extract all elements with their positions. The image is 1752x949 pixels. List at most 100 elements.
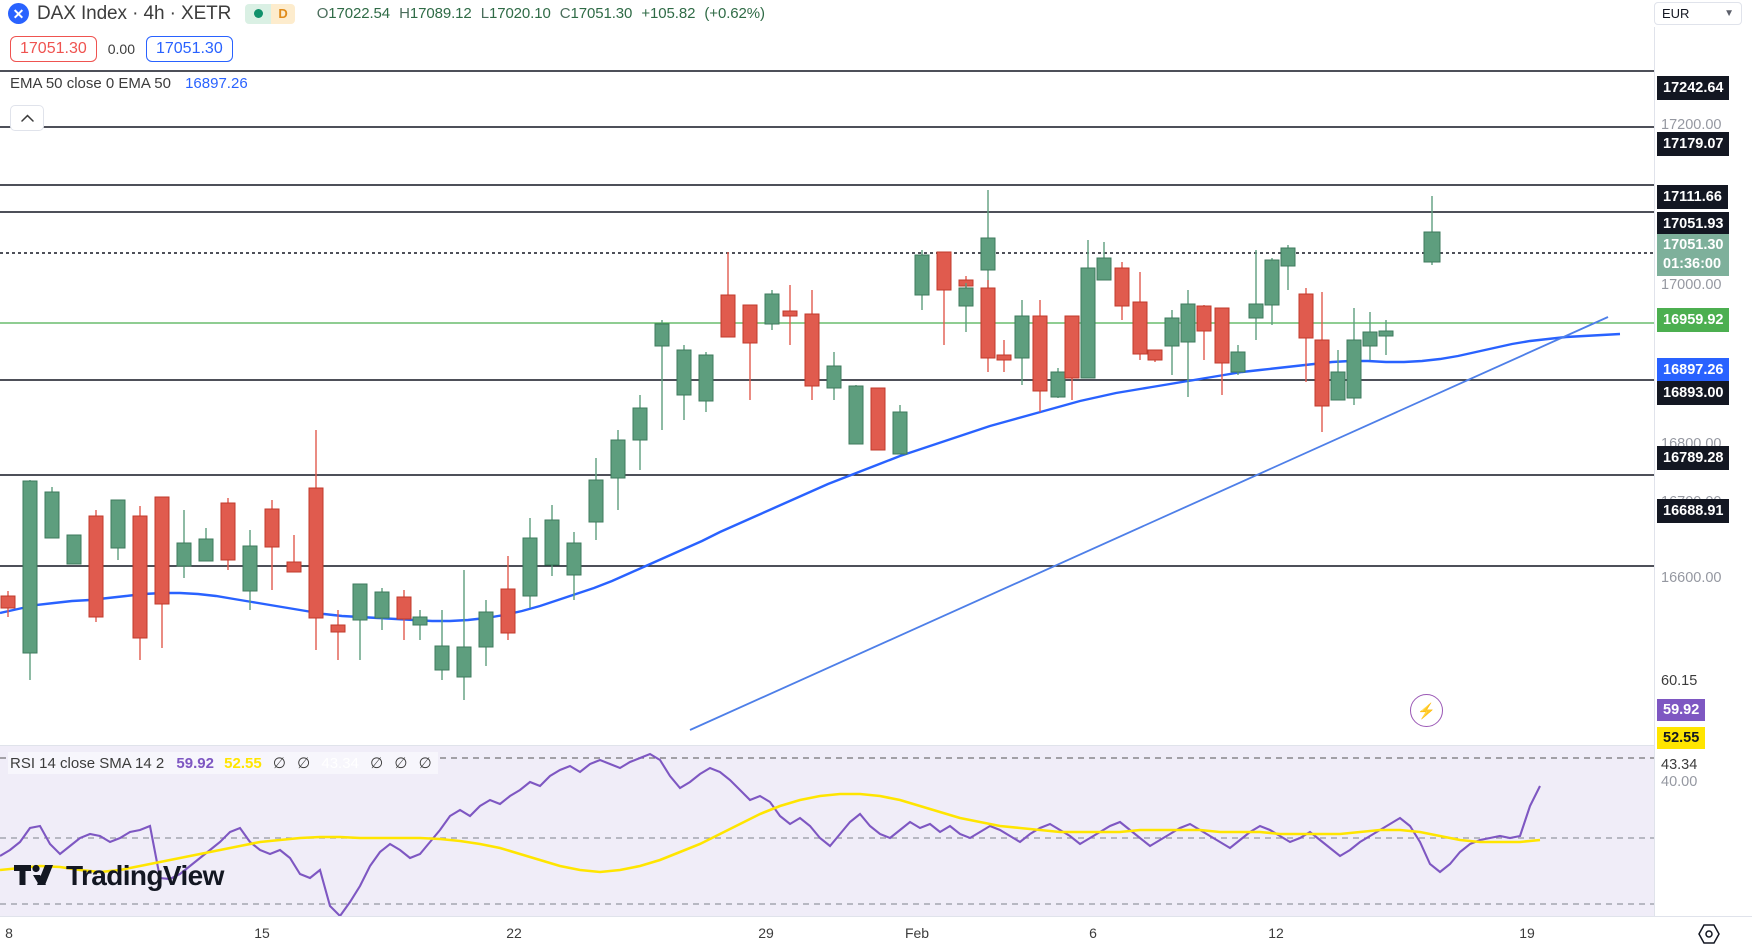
candle [1080,240,1096,379]
price-chart-pane[interactable]: ⚡ [0,0,1654,916]
candle [1147,349,1163,362]
candle [374,588,390,630]
price-tag-17200.00: 17200.00 [1661,117,1722,133]
session-timeframe-badge[interactable]: D [245,3,295,24]
candle [1248,250,1264,340]
time-label-29: 29 [758,925,774,941]
rsi-tag-60.15: 60.15 [1661,673,1698,689]
price-tag-17051.93: 17051.93 [1657,212,1730,236]
candle [1214,307,1230,395]
currency-label: EUR [1662,6,1690,21]
candle [478,600,494,666]
bid-price-pill[interactable]: 17051.30 [10,36,97,63]
candle [1264,258,1280,325]
candle [352,583,368,660]
chevron-up-icon [20,114,34,122]
candle [286,535,302,573]
rsi-null-4: ∅ [394,755,408,772]
bar-countdown: 01:36:00 [1663,256,1722,272]
candle [1298,288,1314,382]
collapse-legend-button[interactable] [10,105,44,131]
chart-settings-hex-icon[interactable] [1698,923,1720,945]
spread-value: 0.00 [107,41,135,58]
candle [1196,305,1212,360]
candle [720,252,736,338]
candle [566,532,582,600]
rsi-null-1: ∅ [272,755,286,772]
candle [66,534,82,565]
candle [1330,350,1346,401]
rsi-sma-value: 52.55 [224,755,262,772]
candle [1378,320,1394,355]
candle-last [1423,196,1441,265]
candle [1180,290,1196,397]
low-value: 17020.10 [488,5,551,22]
time-label-15: 15 [254,925,270,941]
candle [396,590,412,640]
candle [22,480,38,680]
rsi-null-2: ∅ [297,755,311,772]
candle [500,556,516,640]
rsi-legend-title: RSI 14 close SMA 14 2 [10,755,165,772]
timeframe-label[interactable]: D [271,3,295,24]
candle [44,487,60,539]
indicator-title: EMA 50 close 0 EMA 50 [10,75,171,92]
tradingview-branding: TradingView [14,860,224,892]
price-tag-16789.28: 16789.28 [1657,446,1730,470]
time-label-22: 22 [506,925,522,941]
candle [0,591,16,617]
candle [892,405,908,455]
candle [764,290,780,330]
candle [996,340,1012,372]
change-value: +105.82 [641,5,696,22]
lightning-bolt-icon[interactable]: ⚡ [1410,694,1443,727]
chevron-down-icon: ▼ [1724,8,1734,19]
price-scale-axis[interactable]: 17242.64 17200.00 17179.07 17111.66 17051.93… [1654,27,1752,916]
symbol-title[interactable]: DAX Index · 4h · XETR [37,2,232,24]
price-tag-17051.30: 17051.30 01:36:00 [1657,234,1730,276]
candle [980,280,996,372]
candle [1132,272,1148,360]
candle [1050,368,1066,398]
price-tag-17242.64: 17242.64 [1657,76,1730,100]
candle [1346,308,1362,405]
indicator-legend-ema[interactable]: EMA 50 close 0 EMA 50 16897.26 [10,75,248,92]
rsi-tag-40.00: 40.00 [1661,774,1698,790]
candle [632,395,648,470]
time-label-Feb: Feb [904,925,930,941]
candle [88,510,104,622]
rsi-tag-43.34: 43.34 [1661,757,1698,773]
candle [1280,245,1296,290]
tradingview-logo-icon [14,864,53,885]
close-label: C [559,5,571,22]
tradingview-wordmark: TradingView [66,860,224,891]
candle [1314,292,1330,432]
candle [610,430,626,510]
rsi-legend[interactable]: RSI 14 close SMA 14 2 59.92 52.55 ∅ ∅ 43… [8,752,438,774]
candle [588,458,604,540]
candle [654,320,670,430]
open-value: 17022.54 [328,5,391,22]
ask-price-pill[interactable]: 17051.30 [145,36,233,63]
price-tag-16600.00: 16600.00 [1661,570,1722,586]
low-label: L [480,5,489,22]
time-scale-axis[interactable]: 8 15 22 29 Feb 6 12 19 [0,916,1752,949]
candle [330,610,346,660]
time-label-12: 12 [1268,925,1284,941]
rsi-null-3: ∅ [370,755,384,772]
candle [132,506,148,660]
change-percent: (+0.62%) [704,5,765,22]
candle [698,352,714,412]
open-label: O [316,5,329,22]
candle [176,510,192,578]
candle [782,285,798,345]
price-tag-16959.92: 16959.92 [1657,308,1730,332]
ascending-trendline [689,316,1609,731]
price-tag-16893.00: 16893.00 [1657,381,1730,405]
candle [1164,310,1180,375]
price-chart-svg [0,70,1654,731]
candle [804,290,820,400]
currency-selector[interactable]: EUR ▼ [1654,2,1742,25]
rsi-value: 59.92 [176,755,214,772]
candle [220,498,236,570]
